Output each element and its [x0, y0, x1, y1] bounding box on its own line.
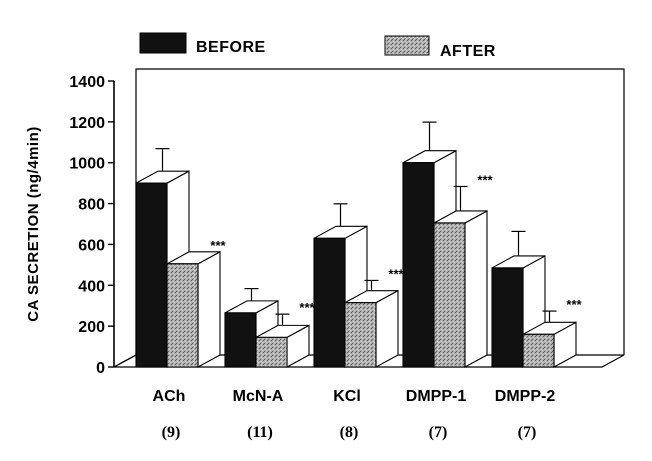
significance-stars: ***: [299, 300, 315, 315]
bar-after-kcl: [344, 289, 399, 368]
y-tick-label: 400: [78, 278, 105, 295]
bar-front: [344, 302, 377, 368]
significance-stars: ***: [388, 266, 404, 281]
y-tick-label: 600: [78, 237, 105, 254]
y-axis-label: CA SECRETION (ng/4min): [25, 126, 42, 321]
y-tick-label: 1400: [69, 74, 105, 91]
bar-front: [135, 182, 168, 368]
bar-front: [402, 162, 435, 368]
category-label: McN-A: [233, 388, 284, 405]
category-n-label: (11): [247, 424, 273, 441]
category-n-label: (7): [429, 424, 448, 441]
category-label: DMPP-1: [406, 388, 467, 405]
y-tick-label: 200: [78, 319, 105, 336]
bar-front: [491, 267, 524, 368]
bar-side: [375, 289, 399, 368]
category-label: KCl: [333, 388, 361, 405]
bar-front: [433, 222, 466, 368]
significance-stars: ***: [566, 297, 582, 312]
y-tick-label: 1000: [69, 156, 105, 173]
y-tick-label: 1200: [69, 115, 105, 132]
bar-front: [255, 336, 288, 368]
bar-after-mcn-a: [255, 324, 310, 368]
category-n-label: (8): [340, 424, 359, 441]
y-tick-label: 800: [78, 197, 105, 214]
bar-front: [522, 333, 555, 368]
significance-stars: ***: [210, 238, 226, 253]
category-label: ACh: [153, 388, 186, 405]
bar-after-dmpp-2: [522, 321, 577, 368]
legend-swatch-after: [384, 35, 430, 56]
category-n-label: (7): [518, 424, 537, 441]
bar-side: [197, 250, 221, 368]
y-tick-label: 0: [96, 360, 105, 377]
legend-label-after: AFTER: [440, 43, 496, 60]
legend-label-before: BEFORE: [196, 39, 266, 56]
bar-side: [464, 210, 488, 368]
category-label: DMPP-2: [495, 388, 556, 405]
bar-after-dmpp-1: [433, 210, 488, 368]
bar-after-ach: [166, 250, 221, 368]
category-n-label: (9): [162, 424, 181, 441]
bar-front: [313, 237, 346, 368]
bar-front: [224, 312, 257, 368]
bar-front: [166, 263, 199, 368]
significance-stars: ***: [477, 172, 493, 187]
legend-swatch-before: [139, 32, 187, 54]
